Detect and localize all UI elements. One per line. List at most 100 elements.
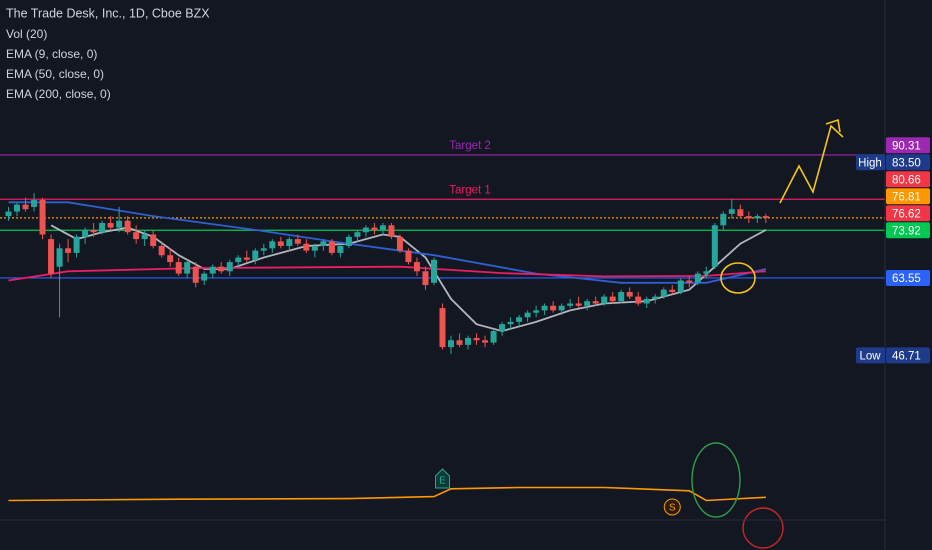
candle-body (652, 296, 659, 299)
candle-body (737, 209, 744, 217)
candle-body (762, 216, 769, 218)
candle-body (550, 305, 557, 311)
highlight-ellipse (691, 442, 741, 518)
legend-entry: EMA (200, close, 0) (6, 87, 111, 101)
candle-body (82, 229, 89, 237)
volume-ma-line (8, 486, 766, 502)
price-tag-label: 76.81 (892, 191, 921, 203)
candle-body (192, 266, 199, 283)
price-tag (886, 205, 930, 222)
candle-body (669, 289, 676, 292)
forecast-arrow (779, 124, 844, 204)
candle-body (286, 239, 293, 247)
candle-body (516, 317, 523, 322)
candle-body (413, 262, 420, 272)
candle-body (524, 312, 531, 318)
candle-body (218, 266, 225, 272)
candle-body (354, 232, 361, 237)
candle-body (22, 204, 29, 210)
price-tag-name-box (856, 154, 885, 171)
candle-body (116, 220, 123, 228)
highlight-ellipse (720, 262, 756, 294)
candle-body (618, 291, 625, 302)
candle-body (311, 246, 318, 251)
candle-body (448, 340, 455, 348)
candle-body (754, 216, 761, 219)
price-tag (886, 171, 930, 188)
price-tag (886, 222, 930, 239)
markers: ES (435, 468, 681, 516)
candle-body (371, 227, 378, 230)
candles (5, 193, 769, 355)
marker-label: E (439, 476, 446, 487)
candle-body (73, 236, 80, 253)
price-tag-label: 80.66 (892, 174, 921, 186)
candle-body (124, 220, 131, 233)
candle-body (150, 234, 157, 247)
candle-body (439, 308, 446, 348)
candle-body (703, 271, 710, 274)
candle-body (575, 303, 582, 306)
candle-body (107, 223, 114, 228)
candle-body (584, 301, 591, 306)
marker-label: S (669, 503, 676, 514)
candle-body (601, 296, 608, 304)
candle-body (269, 241, 276, 249)
candle-body (567, 303, 574, 306)
candle-body (277, 241, 284, 247)
candle-body (635, 296, 642, 304)
price-tag (886, 347, 930, 364)
candle-body (745, 216, 752, 219)
candle-body (609, 296, 616, 302)
price-tag-name: Low (859, 350, 881, 362)
candle-body (362, 227, 369, 233)
candle-body (388, 225, 395, 237)
candle-body (379, 225, 386, 230)
candle-body (337, 246, 344, 253)
candle-body (90, 229, 97, 233)
candle-body (5, 211, 12, 217)
candle-body (56, 248, 63, 267)
candle-body (677, 280, 684, 292)
arrow-head (825, 118, 841, 133)
candle-body (303, 243, 310, 251)
price-tag-label: 90.31 (892, 140, 921, 152)
candle-body (643, 298, 650, 304)
levels: Target 2 Target 1 (0, 140, 885, 279)
candle-body (99, 223, 106, 233)
legend-entry: Vol (20) (6, 27, 47, 41)
price-tag-name-box (856, 347, 885, 364)
price-tag-name: High (858, 157, 882, 169)
candle-body (158, 246, 165, 256)
candle-body (252, 250, 259, 260)
candle-body (533, 310, 540, 313)
candle-body (660, 289, 667, 297)
price-tag-label: 63.55 (892, 273, 921, 285)
candle-body (720, 213, 727, 226)
price-tag-label: 83.50 (892, 157, 921, 169)
candle-body (592, 301, 599, 304)
candle-body (686, 280, 693, 283)
candle-body (65, 248, 72, 253)
candle-body (260, 248, 267, 251)
candle-body (465, 337, 472, 345)
price-tag (886, 154, 930, 171)
candle-body (294, 239, 301, 244)
candle-body (558, 305, 565, 311)
candle-body (141, 234, 148, 240)
price-tag (886, 269, 930, 286)
candle-body (235, 257, 242, 263)
candle-body (422, 271, 429, 286)
candle-body (482, 340, 489, 343)
candle-body (39, 200, 46, 235)
candle-body (541, 305, 548, 311)
candle-body (14, 204, 21, 212)
candle-body (430, 259, 437, 283)
candle-body (405, 250, 412, 263)
drawings (691, 118, 844, 549)
candle-body (396, 236, 403, 251)
price-tag (886, 188, 930, 205)
candle-body (320, 241, 327, 247)
price-tag-label: 46.71 (892, 350, 921, 362)
